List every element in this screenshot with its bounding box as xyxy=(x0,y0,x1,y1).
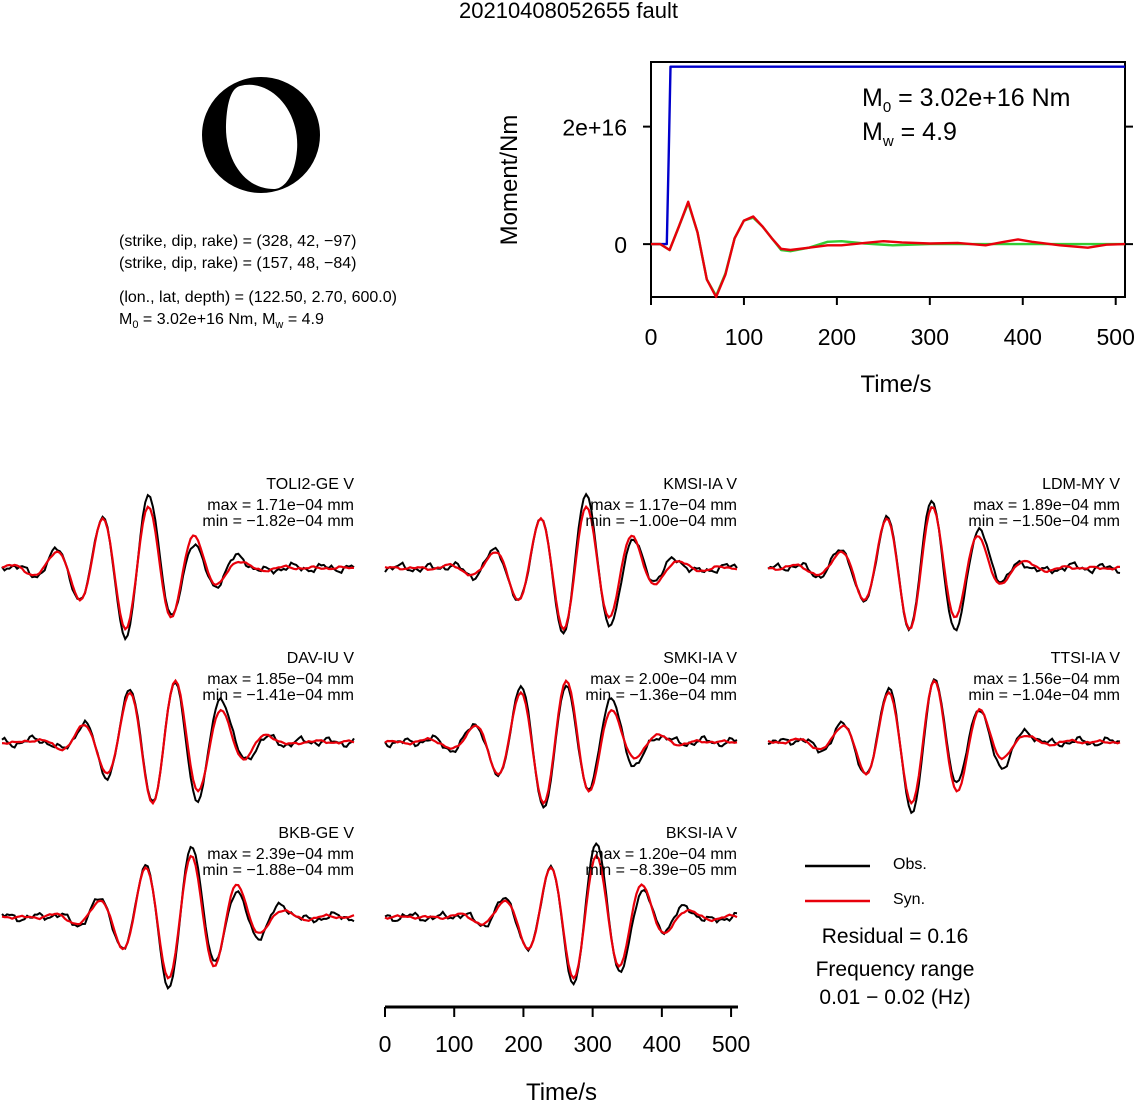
station-max: max = 1.56e−04 mm xyxy=(973,671,1120,688)
station-name: LDM-MY V xyxy=(1042,476,1120,493)
station-min: min = −1.04e−04 mm xyxy=(968,687,1120,704)
x-axis-title: Time/s xyxy=(526,1079,597,1104)
m0-annotation: M0 = 3.02e+16 Nm xyxy=(862,84,1071,116)
moment-plot: 0 100 200 300 400 500 0 2e+16 Time/s Moment/Nm xyxy=(496,61,1135,398)
station-name: TOLI2-GE V xyxy=(266,476,354,493)
station-min: min = −1.88e−04 mm xyxy=(202,862,354,879)
page-title: 20210408052655 fault xyxy=(459,0,678,23)
legend-lines xyxy=(805,864,870,903)
synthetic-trace xyxy=(1,854,355,980)
legend-obs-label: Obs. xyxy=(893,856,927,873)
x-tick-label: 500 xyxy=(1097,324,1135,350)
synthetic-trace xyxy=(1,505,355,632)
station-min: min = −1.82e−04 mm xyxy=(202,513,354,530)
station-min: min = −1.41e−04 mm xyxy=(202,687,354,704)
synthetic-trace xyxy=(384,853,738,981)
station-name: SMKI-IA V xyxy=(663,650,737,667)
nodal-plane-2: (strike, dip, rake) = (157, 48, −84) xyxy=(119,255,357,272)
station-name: BKSI-IA V xyxy=(665,825,737,842)
station-max: max = 2.39e−04 mm xyxy=(207,846,354,863)
x-axis-title: Time/s xyxy=(860,371,931,398)
x-tick-label: 500 xyxy=(712,1031,750,1057)
station-min: min = −1.50e−04 mm xyxy=(968,513,1120,530)
synthetic-trace xyxy=(1,678,355,806)
x-tick-label: 100 xyxy=(435,1031,473,1057)
x-tick-label: 200 xyxy=(818,324,856,350)
nodal-plane-1: (strike, dip, rake) = (328, 42, −97) xyxy=(119,233,357,250)
synthetic-trace xyxy=(767,679,1121,806)
station-max: max = 1.85e−04 mm xyxy=(207,671,354,688)
synthetic-trace xyxy=(384,678,738,806)
residual-text: Residual = 0.16 xyxy=(821,925,969,948)
moment-plot-frame xyxy=(650,61,1126,298)
y-tick-label: 2e+16 xyxy=(562,115,627,141)
x-tick-label: 300 xyxy=(573,1031,611,1057)
frequency-range-value: 0.01 − 0.02 (Hz) xyxy=(819,986,971,1009)
x-tick-label: 400 xyxy=(643,1031,681,1057)
station-max: max = 1.17e−04 mm xyxy=(590,497,737,514)
station-name: TTSI-IA V xyxy=(1050,650,1120,667)
x-tick-label: 0 xyxy=(379,1031,392,1057)
x-tick-label: 100 xyxy=(725,324,763,350)
x-tick-label: 300 xyxy=(911,324,949,350)
moment-series-2 xyxy=(651,200,1126,299)
x-tick-label: 0 xyxy=(645,324,658,350)
station-name: BKB-GE V xyxy=(278,825,354,842)
y-tick-label: 0 xyxy=(614,232,627,258)
synthetic-trace xyxy=(767,505,1120,631)
station-max: max = 2.00e−04 mm xyxy=(590,671,737,688)
x-tick-label: 200 xyxy=(504,1031,542,1057)
legend-syn-label: Syn. xyxy=(893,891,926,908)
waveform-panels xyxy=(1,492,1121,990)
station-min: min = −1.36e−04 mm xyxy=(585,687,737,704)
station-name: DAV-IU V xyxy=(286,650,354,667)
waveform-time-axis: 0 100 200 300 400 500 Time/s xyxy=(379,1005,750,1104)
hypocenter-location: (lon., lat, depth) = (122.50, 2.70, 600.… xyxy=(119,289,397,306)
moment-magnitude-text: M0 = 3.02e+16 Nm, Mw = 4.9 xyxy=(119,311,324,332)
station-max: max = 1.20e−04 mm xyxy=(590,846,737,863)
station-max: max = 1.89e−04 mm xyxy=(973,497,1120,514)
station-min: min = −8.39e−05 mm xyxy=(585,862,737,879)
station-min: min = −1.00e−04 mm xyxy=(585,513,737,530)
x-tick-label: 400 xyxy=(1004,324,1042,350)
station-name: KMSI-IA V xyxy=(663,476,737,493)
y-axis-title: Moment/Nm xyxy=(496,115,523,246)
synthetic-trace xyxy=(384,504,738,632)
station-max: max = 1.71e−04 mm xyxy=(207,497,354,514)
beachball xyxy=(202,77,320,193)
mw-annotation: Mw = 4.9 xyxy=(862,118,957,150)
frequency-range-title: Frequency range xyxy=(815,958,975,981)
